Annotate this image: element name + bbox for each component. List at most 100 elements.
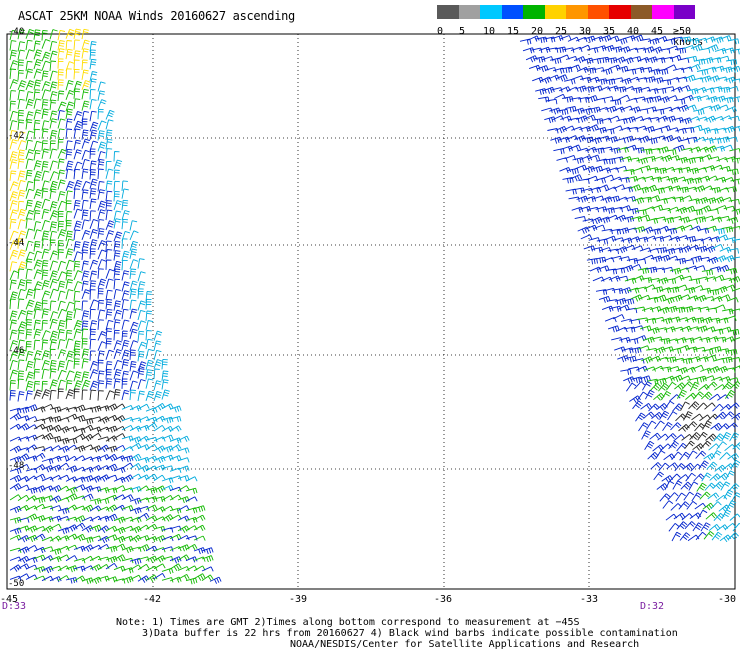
wind-barb [137,544,150,552]
colorbar-label: 15 [507,26,520,37]
wind-barb [97,380,105,391]
wind-barb [81,270,90,281]
wind-barb [698,256,711,263]
wind-barb [559,86,571,93]
wind-barb [676,521,688,530]
wind-barb [615,246,628,254]
wind-barb [153,563,166,570]
wind-barb [137,379,146,390]
wind-barb [562,177,574,184]
wind-barb [17,219,26,230]
wind-barb [709,393,721,401]
wind-barb [652,156,664,162]
wind-barb [667,411,678,421]
wind-barb [711,36,724,44]
wind-barb [145,565,158,572]
wind-barb [41,290,51,301]
wind-barb [145,310,152,321]
wind-barb [105,168,114,179]
wind-barb [727,168,739,175]
wind-barb [145,504,158,511]
wind-barb [65,486,78,494]
wind-barb [121,516,134,523]
wind-barb [640,403,652,410]
wind-barb [541,56,554,62]
wind-barb [715,494,728,502]
wind-barb [81,39,90,50]
wind-barb [718,423,730,431]
wind-barb [89,389,97,401]
wind-barb [105,403,118,411]
wind-barb [65,148,73,160]
wind-barb [41,380,48,392]
wind-barb [41,476,54,482]
wind-barb [705,354,717,361]
wind-barb [65,504,78,511]
wind-barb [145,407,158,414]
wind-barb [145,338,153,350]
wind-barb [714,47,727,55]
wind-barb [662,134,674,143]
wind-barb [73,466,86,472]
colorbar-label: 5 [459,26,466,37]
wind-barb [588,237,601,243]
wind-barb [89,188,97,199]
wind-barb [113,169,120,181]
wind-barb [695,37,708,44]
wind-barb [683,205,696,213]
wind-barb [73,260,81,272]
wind-barb [33,98,42,109]
wind-barb [692,364,704,371]
wind-barb [105,425,118,433]
wind-barb [105,138,113,150]
wind-barb [690,177,702,184]
wind-barb [712,196,725,204]
wind-barb [647,167,659,174]
wind-barb [113,278,120,290]
wind-barb [698,175,711,182]
wind-barb [682,259,695,265]
wind-barb [97,330,107,341]
wind-barb [678,57,690,63]
wind-barb [17,463,30,470]
wind-barb [728,198,740,205]
wind-barb [25,158,34,169]
wind-barb [201,555,214,563]
lon-label-39: -39 [289,594,308,605]
wind-barb [33,229,42,240]
wind-barb [599,86,611,92]
wind-barb [105,129,113,140]
wind-barb [41,188,49,199]
wind-barb [137,575,150,583]
wind-barb [73,139,81,151]
wind-barb [89,210,96,221]
wind-barb [688,63,701,71]
wind-barb [668,365,680,372]
wind-barb [583,165,596,173]
wind-barb [57,101,67,112]
wind-barb [73,281,83,291]
wind-barb [717,104,729,110]
wind-barb [113,340,123,351]
wind-barb [662,296,675,304]
wind-barb [81,180,91,191]
lat-label-48: -48 [8,461,25,471]
wind-barb [702,296,715,302]
wind-barb [89,299,99,310]
wind-barb [41,128,49,139]
wind-barb [121,546,134,554]
wind-barb [153,436,166,442]
wind-barb [641,430,651,440]
wind-barb [697,68,709,76]
wind-barb [73,404,86,412]
wind-barb [129,340,139,351]
wind-barb [17,261,27,272]
wind-barb [17,535,30,543]
wind-barb [57,118,66,129]
wind-barb [97,90,105,101]
wind-barb [553,148,565,155]
wind-barb [33,58,42,70]
wind-barb [581,187,594,194]
wind-barb [9,110,18,122]
wind-barb [97,525,110,533]
